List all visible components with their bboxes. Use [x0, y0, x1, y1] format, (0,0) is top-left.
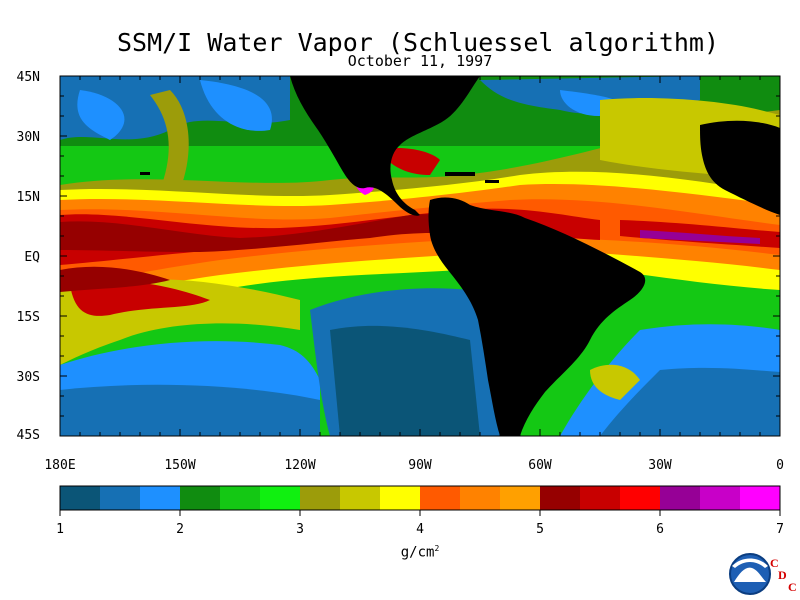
colorbar-swatch	[380, 486, 421, 510]
lat-label: 15S	[16, 310, 40, 325]
colorbar-swatch	[620, 486, 661, 510]
lat-label: 30N	[16, 130, 40, 145]
north-america-land	[290, 76, 480, 216]
hispaniola-island	[485, 180, 499, 183]
africa-land	[700, 120, 780, 215]
colorbar-label: 1	[56, 522, 64, 537]
colorbar	[60, 486, 781, 510]
colorbar-swatch	[300, 486, 341, 510]
colorbar-swatch	[540, 486, 581, 510]
cdc-letter-c2: C	[788, 580, 797, 594]
colorbar-label: 6	[656, 522, 664, 537]
colorbar-label: 2	[176, 522, 184, 537]
colorbar-swatch	[740, 486, 781, 510]
map-ticks	[59, 75, 781, 516]
colorbar-swatch	[60, 486, 101, 510]
caribbean-moist	[380, 148, 440, 175]
south-atlantic-dry-2	[600, 367, 780, 436]
colorbar-label: 5	[536, 522, 544, 537]
north-pacific-dry-core	[77, 90, 125, 140]
lat-label: 45N	[16, 70, 40, 85]
cdc-letter-c: C	[770, 556, 779, 570]
map-field	[60, 76, 780, 436]
lon-label: 60W	[528, 458, 552, 473]
colorbar-swatch	[500, 486, 541, 510]
lon-label: 120W	[284, 458, 316, 473]
colorbar-swatch	[660, 486, 701, 510]
lat-label: 15N	[16, 190, 40, 205]
southeast-pacific-driest	[330, 325, 480, 436]
lat-label: 45S	[16, 428, 40, 443]
lon-label: 150W	[164, 458, 196, 473]
lon-label: 90W	[408, 458, 432, 473]
colorbar-swatch	[700, 486, 741, 510]
colorbar-label: 4	[416, 522, 424, 537]
colorbar-label: 7	[776, 522, 784, 537]
south-pacific-red	[70, 280, 210, 316]
north-pacific-dry-core-2	[200, 80, 272, 131]
cuba-island	[445, 172, 475, 176]
colorbar-swatch	[460, 486, 501, 510]
cdc-letter-d: D	[778, 568, 787, 582]
map-title: SSM/I Water Vapor (Schluessel algorithm)	[116, 28, 720, 57]
south-pacific-core	[60, 266, 170, 292]
unit-base: g/cm	[400, 544, 435, 561]
colorbar-unit: g/cm2	[380, 544, 460, 561]
colorbar-swatch	[180, 486, 221, 510]
colorbar-swatch	[140, 486, 181, 510]
colorbar-swatch	[420, 486, 461, 510]
south-atlantic-plume	[590, 364, 640, 400]
lon-label: 30W	[648, 458, 672, 473]
colorbar-swatch	[260, 486, 301, 510]
south-america-land	[428, 197, 646, 436]
hawaii-island	[140, 172, 150, 175]
map-date: October 11, 1997	[347, 52, 493, 70]
lon-label: 0	[776, 458, 784, 473]
lon-label: 180E	[44, 458, 76, 473]
lat-label: EQ	[24, 250, 40, 265]
colorbar-swatch	[340, 486, 381, 510]
colorbar-swatch	[580, 486, 621, 510]
colorbar-swatch	[220, 486, 261, 510]
colorbar-label: 3	[296, 522, 304, 537]
moist-plume-pacific	[150, 90, 189, 190]
colorbar-frame	[59, 485, 781, 511]
south-pacific-dry-2	[60, 384, 320, 436]
itcz-core	[60, 214, 480, 252]
colorbar-swatch	[100, 486, 141, 510]
unit-exponent: 2	[434, 544, 440, 553]
lat-label: 30S	[16, 370, 40, 385]
atlantic-itcz-purple	[640, 230, 760, 244]
